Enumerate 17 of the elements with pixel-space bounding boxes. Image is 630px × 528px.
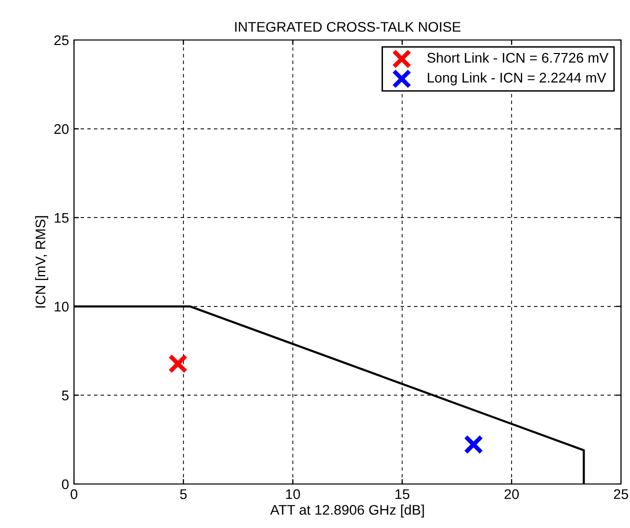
x-tick-label: 5 [180,489,187,500]
x-tick-label: 0 [70,489,78,500]
legend-label: Short Link - ICN = 6.7726 mV [427,52,608,63]
y-tick-label: 0 [62,479,69,490]
chart-title: INTEGRATED CROSS-TALK NOISE [235,22,460,32]
y-tick-label: 20 [54,124,69,134]
y-tick-label: 10 [54,302,69,312]
x-tick-label: 25 [614,489,628,500]
x-tick-label: 10 [286,489,300,500]
y-tick-label: 25 [54,35,69,46]
x-tick-label: 15 [396,489,410,500]
x-axis-title: ATT at 12.8906 GHz [dB] [270,504,424,518]
x-tick-label: 20 [504,489,519,500]
y-tick-label: 15 [54,213,69,223]
y-axis-title: ICN [mV, RMS] [35,216,48,308]
y-tick-label: 5 [62,390,69,400]
legend-label: Long Link - ICN = 2.2244 mV [428,72,606,86]
